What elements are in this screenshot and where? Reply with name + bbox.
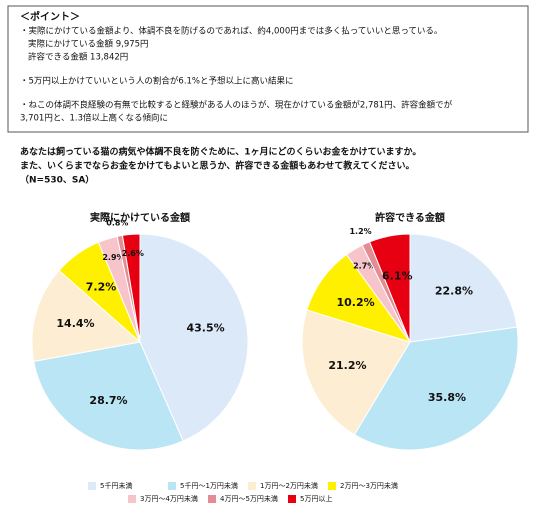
pie-slice bbox=[301, 309, 411, 436]
points-box bbox=[7, 5, 529, 133]
legend-label: 5千円～1万円未満 bbox=[180, 481, 238, 490]
value-label: 43.5% bbox=[186, 321, 224, 334]
legend-swatch bbox=[328, 482, 336, 490]
legend-label: 3万円～4万円未満 bbox=[140, 494, 198, 503]
value-label: 0.8% bbox=[106, 219, 128, 228]
value-label: 6.1% bbox=[382, 269, 413, 282]
legend-swatch bbox=[208, 495, 216, 503]
value-label: 22.8% bbox=[435, 284, 473, 297]
value-label: 14.4% bbox=[56, 317, 94, 330]
point-line: 実際にかけている金額 9,975円 bbox=[28, 39, 149, 50]
legend-swatch bbox=[88, 482, 96, 490]
pie-slice bbox=[353, 326, 519, 451]
question-line: また、いくらまでならお金をかけてもよいと思うか、許容できる金額もあわせて教えてく… bbox=[20, 160, 414, 172]
points-heading: ＜ポイント＞ bbox=[20, 10, 80, 23]
legend-label: 2万円～3万円未満 bbox=[340, 481, 398, 490]
value-label: 10.2% bbox=[336, 296, 374, 309]
point-line: ・実際にかけている金額より、体調不良を防げるのであれば、約4,000円までは多く… bbox=[20, 26, 442, 37]
value-label: 1.2% bbox=[349, 227, 371, 236]
value-label: 28.7% bbox=[89, 394, 127, 407]
value-label: 2.6% bbox=[122, 249, 144, 258]
pie-slice bbox=[409, 233, 518, 343]
value-label: 7.2% bbox=[86, 281, 117, 294]
point-line: 3,701円と、1.3倍以上高くなる傾向に bbox=[20, 113, 168, 124]
question-line: （N=530、SA） bbox=[20, 175, 94, 186]
value-label: 2.7% bbox=[353, 262, 375, 271]
pie-slice bbox=[368, 233, 411, 343]
legend-swatch bbox=[248, 482, 256, 490]
value-label: 2.9% bbox=[102, 253, 124, 262]
legend-label: 5千円未満 bbox=[100, 481, 132, 490]
pie-slice bbox=[33, 341, 184, 451]
pie-slice bbox=[121, 233, 141, 343]
chart-title: 許容できる金額 bbox=[375, 211, 445, 224]
legend-swatch bbox=[288, 495, 296, 503]
pie-slice bbox=[139, 233, 249, 442]
point-line: 許容できる金額 13,842円 bbox=[28, 52, 128, 63]
point-line: ・ねこの体調不良経験の有無で比較すると経験がある人のほうが、現在かけている金額が… bbox=[20, 100, 453, 111]
question-line: あなたは飼っている猫の病気や体調不良を防ぐために、1ヶ月にどのくらいお金をかけて… bbox=[20, 146, 421, 158]
legend-label: 1万円～2万円未満 bbox=[260, 481, 318, 490]
legend-swatch bbox=[168, 482, 176, 490]
pie-slice bbox=[31, 269, 142, 362]
legend-label: 4万円～5万円未満 bbox=[220, 494, 278, 503]
value-label: 21.2% bbox=[328, 359, 366, 372]
legend-swatch bbox=[128, 495, 136, 503]
legend-label: 5万円以上 bbox=[300, 494, 332, 503]
chart-title: 実際にかけている金額 bbox=[90, 211, 190, 224]
value-label: 35.8% bbox=[428, 391, 466, 404]
point-line: ・5万円以上かけていいという人の割合が6.1%と予想以上に高い結果に bbox=[20, 76, 294, 87]
